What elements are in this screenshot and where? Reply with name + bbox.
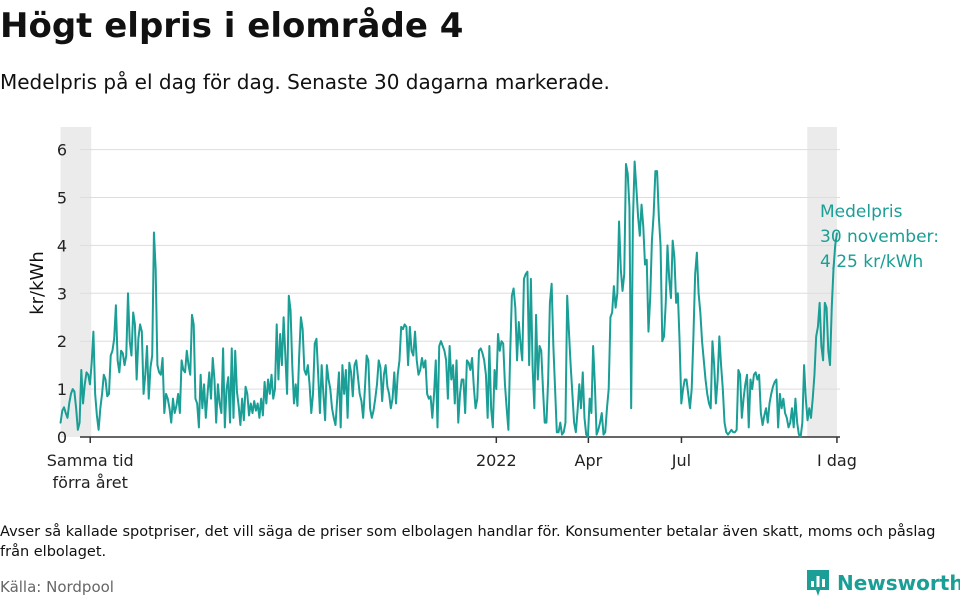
- x-tick-label: Samma tid: [47, 451, 134, 470]
- newsworthy-logo: Newsworthy: [805, 568, 960, 598]
- x-tick-labels: Samma tid förra året 2022 Apr Jul I dag: [47, 437, 857, 492]
- chart-title: Högt elpris i elområde 4: [0, 6, 464, 46]
- x-tick-label: 2022: [476, 451, 517, 470]
- series-line-medelpris: [59, 160, 838, 438]
- y-tick-label: 0: [57, 428, 67, 447]
- y-tick-label: 2: [57, 332, 67, 351]
- y-tick-label: 1: [57, 380, 67, 399]
- annotation-line-1: Medelpris: [820, 202, 903, 222]
- annotation-line-3: 4,25 kr/kWh: [820, 252, 924, 272]
- x-tick-label: Apr: [575, 451, 603, 470]
- brand-name: Newsworthy: [837, 571, 960, 595]
- x-tick-label: förra året: [53, 473, 128, 492]
- source-credit: Källa: Nordpool: [0, 578, 114, 596]
- y-tick-label: 4: [57, 236, 67, 255]
- y-axis-label: kr/kWh: [27, 251, 48, 315]
- y-tick-labels: 0 1 2 3 4 5 6: [57, 141, 67, 447]
- chart-subtitle: Medelpris på el dag för dag. Senaste 30 …: [0, 70, 610, 94]
- bar-chart-icon: [807, 570, 829, 596]
- line-chart: 0 1 2 3 4 5 6 Samma tid förra året 2022 Apr Jul I d…: [27, 127, 857, 492]
- y-tick-label: 5: [57, 188, 67, 207]
- x-tick-label: I dag: [817, 451, 857, 470]
- latest-value-annotation: Medelpris 30 november: 4,25 kr/kWh: [820, 200, 939, 275]
- y-tick-label: 3: [57, 284, 67, 303]
- annotation-line-2: 30 november:: [820, 227, 939, 247]
- x-tick-label: Jul: [671, 451, 691, 470]
- highlight-band-1: [60, 127, 92, 437]
- y-tick-label: 6: [57, 141, 67, 160]
- footnote: Avser så kallade spotpriser, det vill sä…: [0, 524, 936, 560]
